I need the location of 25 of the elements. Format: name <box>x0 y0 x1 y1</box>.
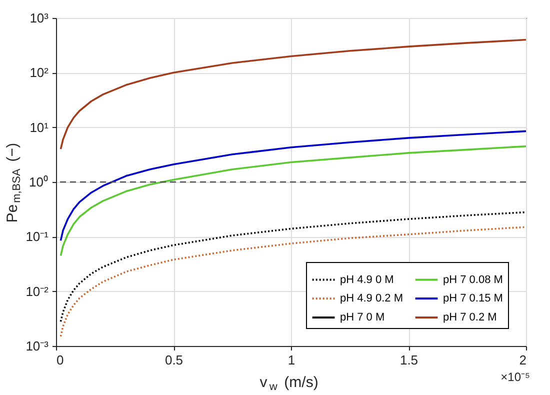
legend-label: pH 4.9 0.2 M <box>340 292 403 304</box>
line-series <box>60 38 526 150</box>
legend-label: pH 7 0 M <box>340 312 385 324</box>
y-tick-label: 10⁻¹ <box>26 229 50 244</box>
y-axis-title: Pem,BSA (−) <box>4 142 23 223</box>
y-tick-label: 10² <box>30 65 50 80</box>
x-tick-label: 0.5 <box>164 352 184 368</box>
legend-label: pH 7 0.15 M <box>443 292 503 304</box>
line-series <box>60 211 526 322</box>
x-tick-label: 1.5 <box>400 352 418 368</box>
y-tick-label: 10⁻³ <box>26 338 50 354</box>
line-series <box>60 130 526 242</box>
x-tick-label: 1 <box>288 352 296 368</box>
y-tick-label: 10¹ <box>30 120 50 135</box>
text: ×10⁻⁵ <box>500 370 530 384</box>
x-tick-label: 2 <box>519 352 526 368</box>
line-series <box>60 145 526 257</box>
line-series <box>60 226 526 338</box>
y-tick-label: 10³ <box>30 10 50 26</box>
y-tick-label: 10⁻² <box>26 284 50 299</box>
y-tick-label: 10⁰ <box>29 174 48 190</box>
legend-label: pH 7 0.08 M <box>443 274 503 286</box>
x-tick-label: 0 <box>56 352 64 368</box>
legend-label: pH 4.9 0 M <box>340 274 394 286</box>
legend-label: pH 7 0.2 M <box>443 312 497 324</box>
